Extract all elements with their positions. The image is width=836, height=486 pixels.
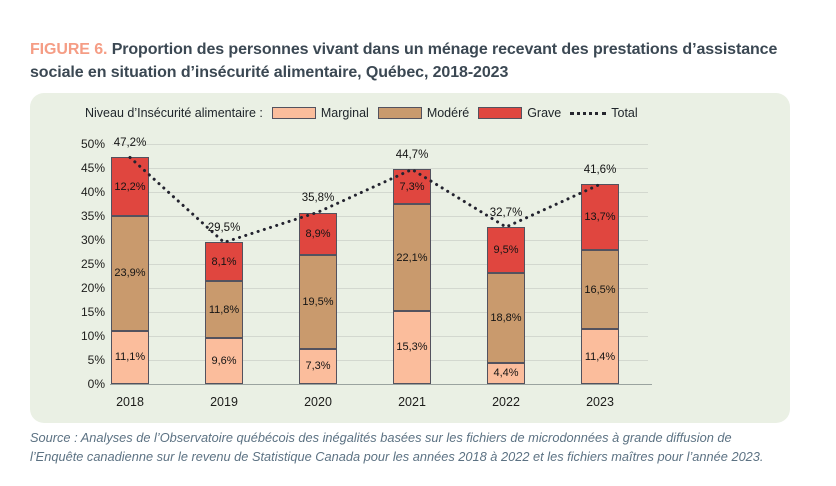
value-label-2023-modéré: 16,5% bbox=[584, 283, 616, 296]
marginal-swatch-icon bbox=[271, 107, 316, 119]
value-label-2020-marginal: 7,3% bbox=[305, 360, 331, 373]
segment-2021-marginal bbox=[393, 310, 431, 384]
x-tick-2020: 2020 bbox=[304, 395, 332, 409]
value-label-2018-grave: 12,2% bbox=[114, 180, 146, 193]
total-label-2023: 41,6% bbox=[583, 164, 617, 177]
segment-2022-marginal bbox=[487, 362, 525, 384]
figure-title-text: Proportion des personnes vivant dans un … bbox=[30, 41, 778, 81]
total-label-2020: 35,8% bbox=[301, 192, 335, 205]
gridline-30 bbox=[112, 239, 648, 241]
segment-2020-modéré bbox=[299, 255, 337, 349]
value-label-2021-grave: 7,3% bbox=[399, 180, 425, 193]
value-label-2021-modéré: 22,1% bbox=[396, 251, 428, 264]
legend-item-marginal: Marginal bbox=[271, 106, 369, 120]
value-label-2019-grave: 8,1% bbox=[211, 255, 237, 268]
legend-item-label: Marginal bbox=[320, 106, 369, 120]
value-label-2018-marginal: 11,1% bbox=[114, 351, 146, 364]
x-tick-2023: 2023 bbox=[586, 395, 614, 409]
value-label-2022-grave: 9,5% bbox=[493, 243, 519, 256]
figure-title: FIGURE 6. Proportion des personnes vivan… bbox=[30, 38, 778, 84]
segment-2023-modéré bbox=[581, 250, 619, 330]
legend-item-total: Total bbox=[570, 106, 638, 120]
segment-2019-modéré bbox=[205, 281, 243, 338]
value-label-2022-modéré: 18,8% bbox=[490, 311, 522, 324]
source-note: Source : Analyses de l’Observatoire québ… bbox=[30, 428, 818, 466]
modere-swatch-icon bbox=[377, 107, 422, 119]
x-tick-2019: 2019 bbox=[210, 395, 238, 409]
y-tick-10: 10% bbox=[80, 329, 105, 343]
y-tick-45: 45% bbox=[80, 161, 105, 175]
gridline-20 bbox=[112, 287, 648, 289]
source-line: l’Enquête canadienne sur le revenu de St… bbox=[30, 449, 764, 464]
value-label-2020-grave: 8,9% bbox=[305, 228, 331, 240]
y-tick-50: 50% bbox=[80, 137, 105, 151]
chart-legend: Niveau d’Insécurité alimentaire : Margin… bbox=[85, 104, 638, 122]
y-tick-40: 40% bbox=[80, 185, 105, 199]
gridline-40 bbox=[112, 191, 648, 193]
gridline-25 bbox=[112, 263, 648, 265]
value-label-2019-marginal: 9,6% bbox=[211, 354, 237, 367]
value-label-2019-modéré: 11,8% bbox=[208, 303, 240, 316]
y-tick-5: 5% bbox=[87, 353, 105, 367]
x-tick-2021: 2021 bbox=[398, 395, 426, 409]
gridline-0 bbox=[110, 383, 652, 385]
total-label-2021: 44,7% bbox=[395, 149, 429, 162]
chart-panel: Niveau d’Insécurité alimentaire : Margin… bbox=[30, 93, 790, 423]
gridline-5 bbox=[112, 359, 648, 361]
value-label-2023-grave: 13,7% bbox=[584, 211, 616, 224]
x-tick-2018: 2018 bbox=[116, 395, 144, 409]
legend-item-modere: Modéré bbox=[377, 106, 470, 120]
segment-2019-marginal bbox=[205, 337, 243, 384]
gridline-10 bbox=[112, 335, 648, 337]
value-label-2023-marginal: 11,4% bbox=[584, 350, 616, 363]
segment-2020-marginal bbox=[299, 348, 337, 384]
legend-item-label: Modéré bbox=[426, 106, 470, 120]
x-tick-2022: 2022 bbox=[492, 395, 520, 409]
gridline-35 bbox=[112, 215, 648, 217]
y-tick-15: 15% bbox=[80, 305, 105, 319]
segment-2023-marginal bbox=[581, 329, 619, 384]
total-label-2018: 47,2% bbox=[113, 137, 147, 150]
y-tick-20: 20% bbox=[80, 281, 105, 295]
y-tick-0: 0% bbox=[87, 377, 105, 391]
value-label-2020-modéré: 19,5% bbox=[302, 296, 334, 309]
y-tick-30: 30% bbox=[80, 233, 105, 247]
legend-item-grave: Grave bbox=[478, 106, 561, 120]
total-label-2022: 32,7% bbox=[489, 207, 523, 220]
value-label-2021-marginal: 15,3% bbox=[396, 341, 428, 354]
y-tick-35: 35% bbox=[80, 209, 105, 223]
segment-2022-modéré bbox=[487, 272, 525, 363]
figure-number-label: FIGURE 6. bbox=[30, 41, 108, 58]
total-label-2019: 29,5% bbox=[207, 222, 241, 235]
dotted-line-icon bbox=[570, 111, 607, 115]
y-tick-25: 25% bbox=[80, 257, 105, 271]
legend-item-label: Total bbox=[611, 106, 638, 120]
grave-swatch-icon bbox=[478, 107, 523, 119]
plot-area: 0% 5% 10% 15% 20% 25% 30% 35% 40% 45% 50% 11,1% 23,9… bbox=[30, 93, 790, 423]
source-line: Source : Analyses de l’Observatoire québ… bbox=[30, 430, 732, 445]
gridline-15 bbox=[112, 311, 648, 313]
segment-2018-marginal bbox=[111, 330, 149, 384]
value-label-2018-modéré: 23,9% bbox=[114, 267, 146, 280]
legend-prefix-label: Niveau d’Insécurité alimentaire : bbox=[85, 106, 263, 120]
legend-item-label: Grave bbox=[527, 106, 562, 120]
value-label-2022-marginal: 4,4% bbox=[493, 367, 519, 380]
gridline-50 bbox=[112, 143, 648, 145]
